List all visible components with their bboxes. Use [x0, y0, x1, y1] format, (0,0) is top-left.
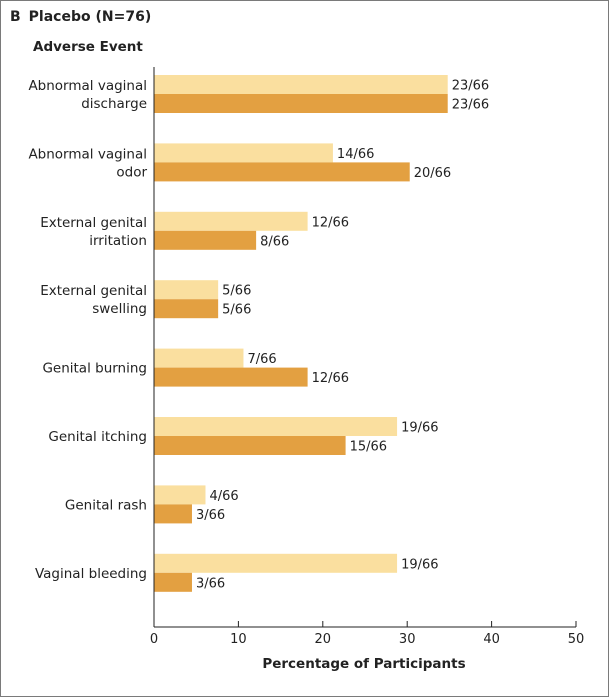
bar-light-3	[154, 280, 219, 300]
panel-letter: B	[10, 9, 21, 25]
bar-dark-0	[154, 94, 448, 113]
bar-light-1	[154, 143, 333, 163]
data-label-dark-5: 15/66	[350, 440, 387, 455]
x-tick-label-1: 10	[230, 632, 247, 647]
data-label-light-5: 19/66	[401, 421, 438, 436]
panel-header: B Placebo (N=76)	[10, 9, 151, 25]
data-label-light-0: 23/66	[452, 79, 489, 94]
x-tick-label-0: 0	[150, 632, 158, 647]
category-label-5-line-0: Genital itching	[48, 429, 147, 445]
category-label-3-line-1: swelling	[92, 301, 147, 317]
data-label-light-2: 12/66	[312, 215, 349, 230]
category-label-2-line-1: irritation	[89, 233, 147, 249]
data-label-dark-0: 23/66	[452, 98, 489, 113]
bar-dark-4	[154, 367, 308, 387]
x-tick-label-2: 20	[315, 632, 332, 647]
data-label-dark-4: 12/66	[312, 371, 349, 386]
x-tick-label-4: 40	[483, 632, 500, 647]
category-axis-header: Adverse Event	[33, 39, 143, 55]
bar-dark-3	[154, 299, 219, 319]
panel-title: Placebo (N=76)	[28, 9, 152, 25]
data-label-dark-3: 5/66	[222, 303, 251, 318]
bar-light-5	[154, 417, 398, 436]
bar-dark-1	[154, 162, 410, 182]
bar-light-2	[154, 211, 308, 231]
category-label-2-line-0: External genital	[40, 215, 147, 231]
data-label-dark-7: 3/66	[196, 576, 225, 591]
data-label-dark-2: 8/66	[260, 234, 289, 249]
category-label-7-line-0: Vaginal bleeding	[35, 566, 147, 582]
category-label-6-line-0: Genital rash	[65, 497, 147, 513]
data-label-light-4: 7/66	[247, 352, 276, 367]
x-axis-title: Percentage of Participants	[262, 656, 465, 672]
bar-light-6	[154, 485, 206, 505]
data-label-dark-1: 20/66	[414, 166, 451, 181]
bar-dark-5	[154, 436, 346, 455]
x-tick-label-5: 50	[568, 632, 585, 647]
category-label-0-line-1: discharge	[81, 96, 147, 112]
bar-dark-7	[154, 572, 192, 592]
x-tick-label-3: 30	[399, 632, 416, 647]
bar-dark-2	[154, 230, 257, 250]
bar-light-4	[154, 348, 244, 368]
category-label-1-line-1: odor	[116, 164, 147, 180]
category-label-3-line-0: External genital	[40, 283, 147, 299]
data-label-light-6: 4/66	[209, 489, 238, 504]
bar-light-7	[154, 553, 398, 573]
data-label-light-1: 14/66	[337, 147, 374, 162]
category-label-4-line-0: Genital burning	[42, 361, 147, 377]
category-label-0-line-0: Abnormal vaginal	[28, 78, 147, 94]
data-label-dark-6: 3/66	[196, 508, 225, 523]
data-label-light-3: 5/66	[222, 284, 251, 299]
category-label-1-line-0: Abnormal vaginal	[28, 146, 147, 162]
bar-light-0	[154, 75, 448, 94]
data-label-light-7: 19/66	[401, 557, 438, 572]
bar-dark-6	[154, 504, 192, 524]
